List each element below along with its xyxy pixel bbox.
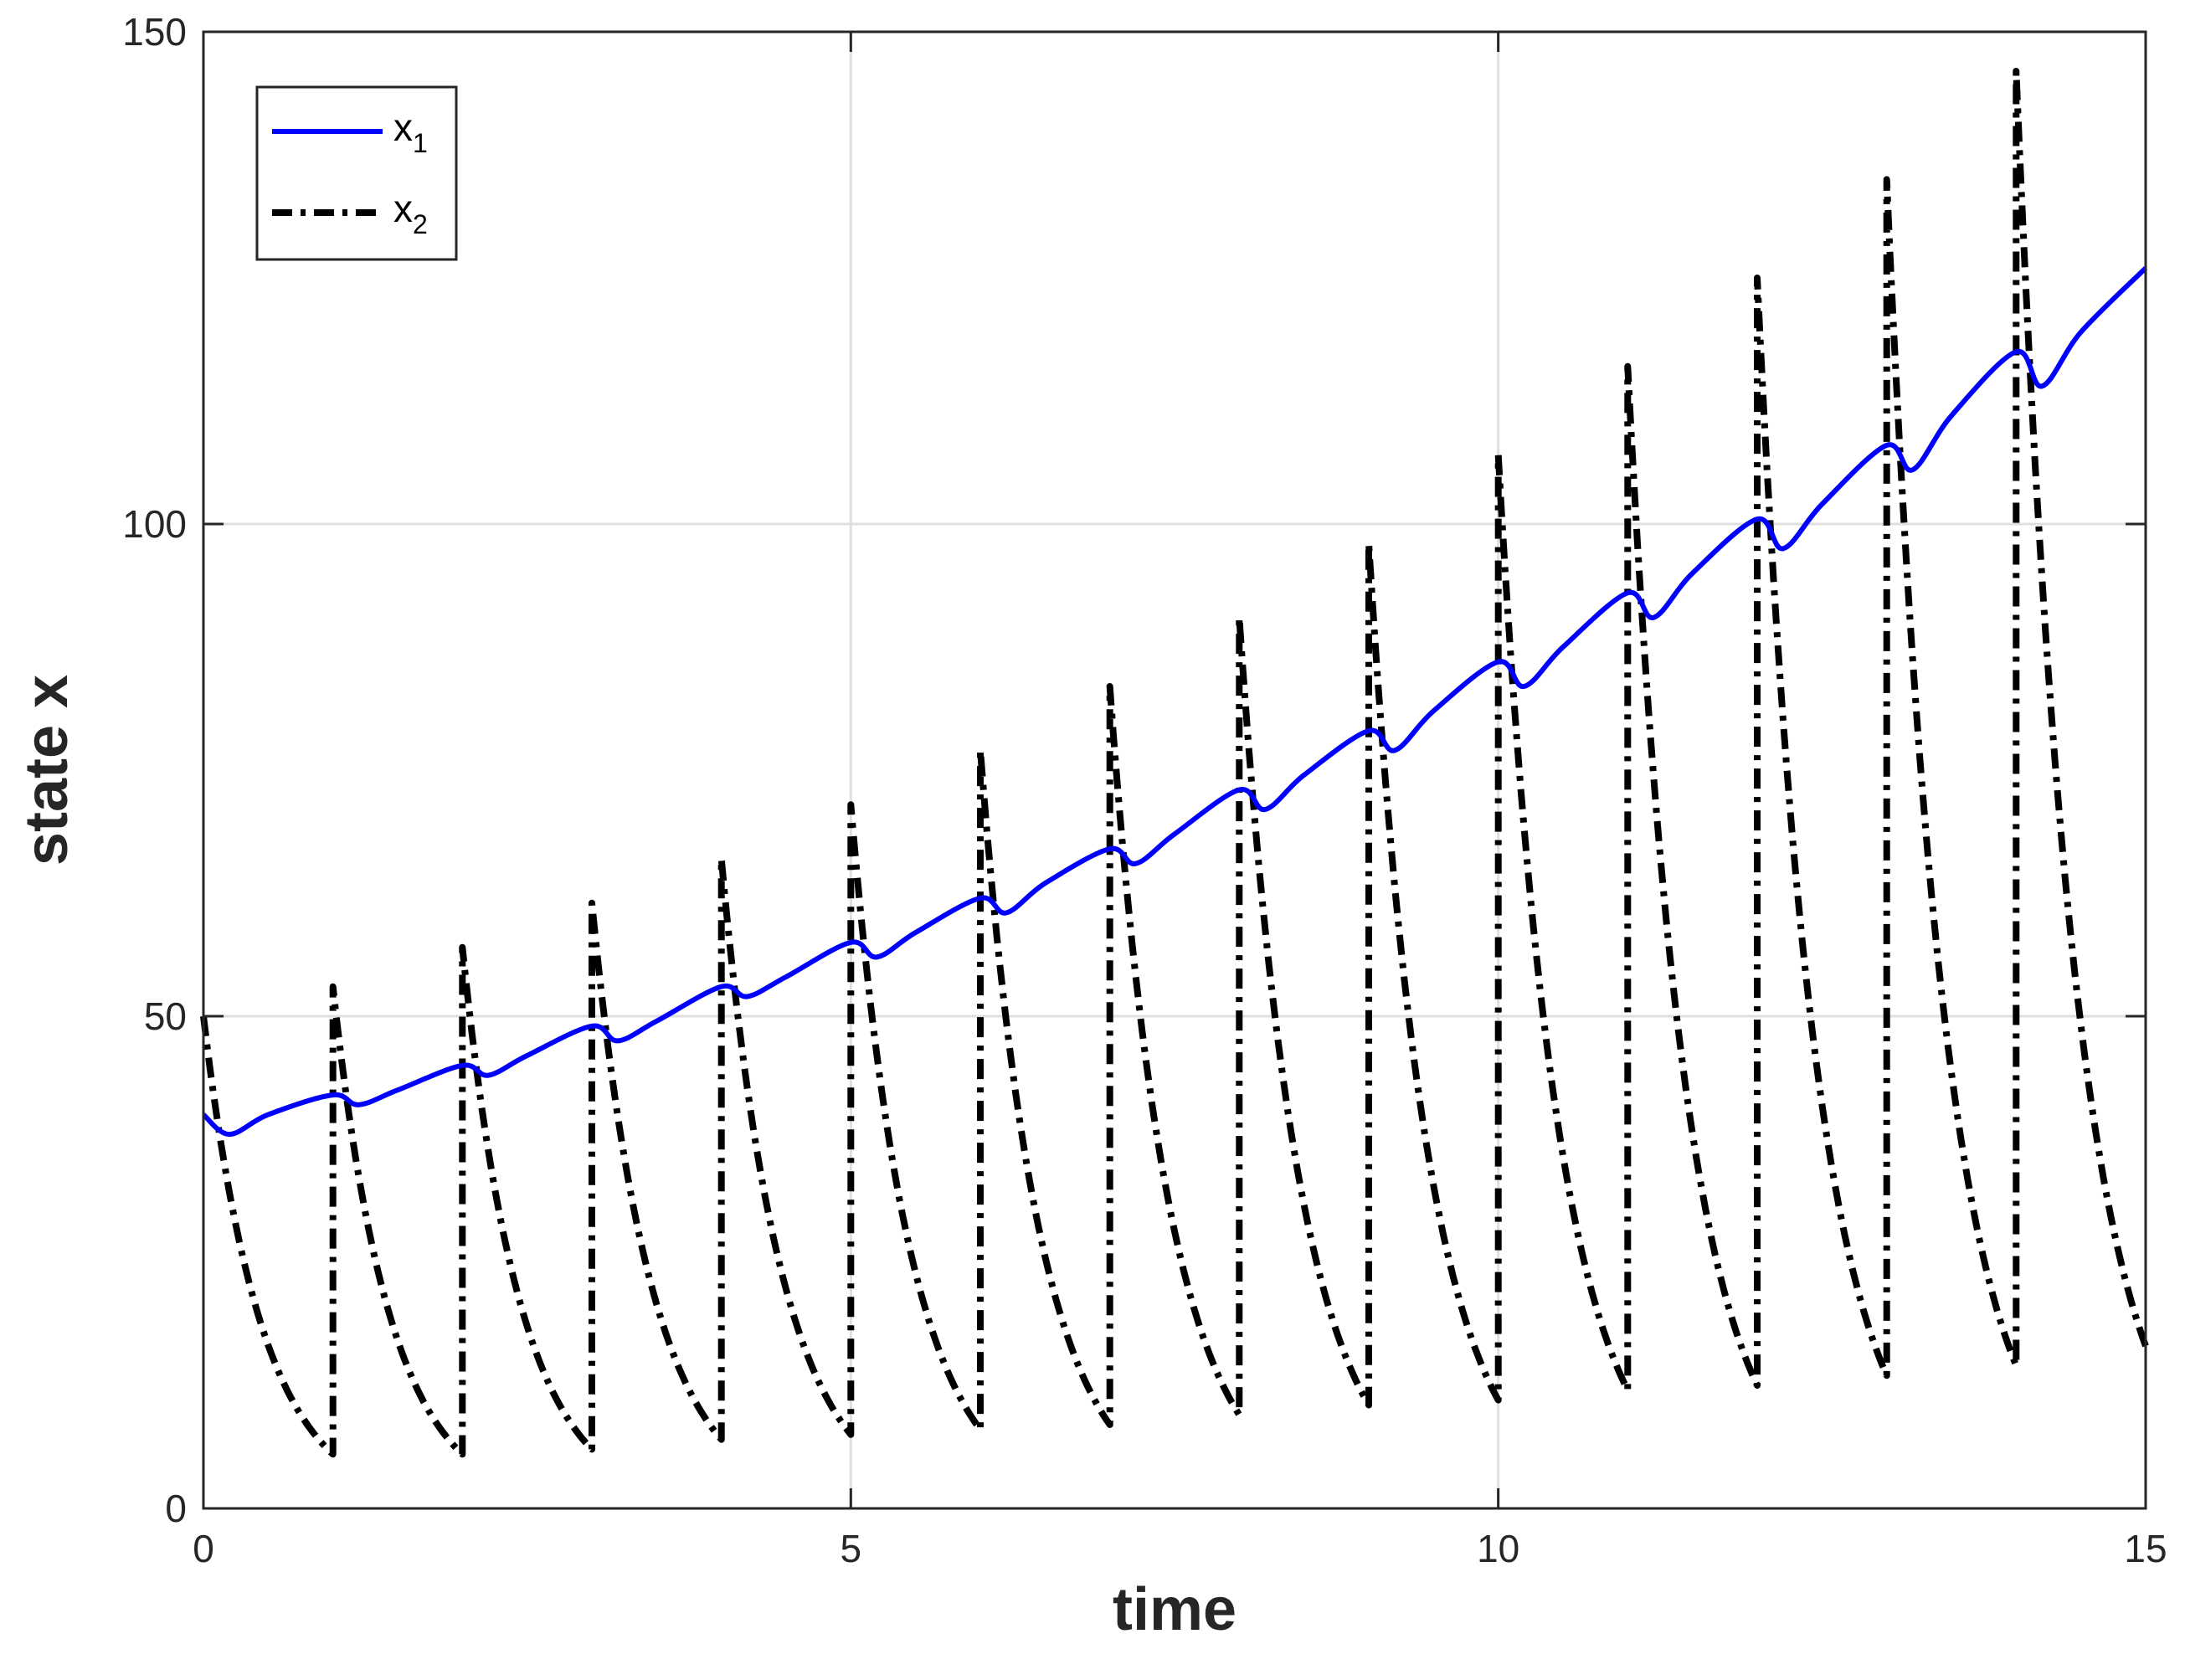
legend-label-x2-sub: 2 [413, 209, 428, 239]
y-axis-title: state x [13, 675, 80, 866]
y-tick-label: 0 [165, 1487, 187, 1530]
axis-ticks [202, 30, 2147, 1510]
x-axis-title: time [1113, 1576, 1236, 1643]
y-tick-label: 100 [122, 502, 187, 546]
series-x2-line [200, 68, 2149, 1458]
legend-entry-x2: x2 [272, 187, 428, 239]
y-tick-label: 50 [144, 994, 187, 1038]
legend-entry-x1: x1 [272, 105, 428, 158]
legend-label-x1-sub: 1 [413, 128, 428, 158]
series-x1-line [201, 266, 2148, 1138]
x-tick-label: 15 [2124, 1527, 2167, 1570]
series-layer [200, 68, 2149, 1458]
x-tick-label: 10 [1477, 1527, 1519, 1570]
y-tick-label: 150 [122, 10, 187, 54]
axes-box [202, 30, 2147, 1510]
legend-label-x1: x1 [393, 105, 428, 158]
legend-label-x2-base: x [393, 187, 413, 230]
x-tick-label: 5 [841, 1527, 862, 1570]
legend-label-x2: x2 [393, 187, 428, 239]
legend-box [255, 85, 458, 261]
x-tick-label: 0 [193, 1527, 214, 1570]
legend: x1 x2 [255, 85, 458, 261]
legend-label-x1-base: x [393, 105, 413, 149]
